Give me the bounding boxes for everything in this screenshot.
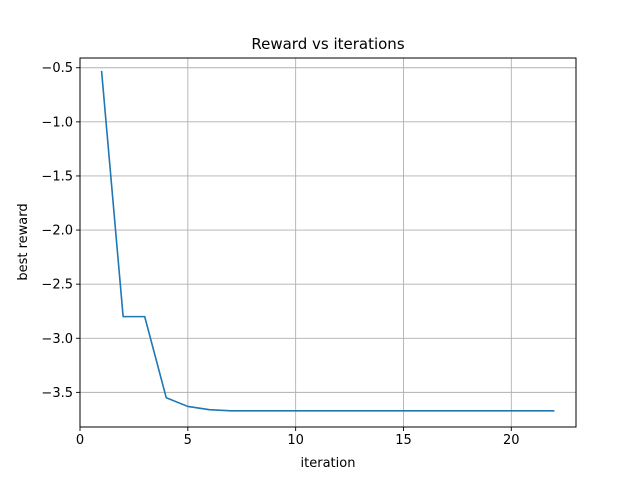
y-tick-label: −2.0 xyxy=(41,224,73,239)
x-tick-label: 0 xyxy=(76,433,84,448)
plot-frame xyxy=(79,57,577,428)
x-tick-label: 10 xyxy=(287,433,304,448)
tick-layer: 0 5 10 15 20 −0.5 −1.0 −1.5 −2.0 −2.5 −3.0 −3.5 xyxy=(41,61,519,448)
y-tick-label: −1.5 xyxy=(41,169,73,184)
x-tick-label: 20 xyxy=(503,433,520,448)
x-tick-label: 15 xyxy=(395,433,412,448)
chart-title: Reward vs iterations xyxy=(251,35,404,53)
series-layer xyxy=(100,70,555,412)
y-tick-label: −0.5 xyxy=(41,61,73,76)
y-tick-label: −2.5 xyxy=(41,278,73,293)
grid-layer xyxy=(79,58,576,427)
series-line xyxy=(100,70,555,412)
y-tick-label: −3.5 xyxy=(41,386,73,401)
y-tick-label: −3.0 xyxy=(41,332,73,347)
y-axis-title: best reward xyxy=(16,203,31,280)
x-tick-label: 5 xyxy=(184,433,192,448)
x-axis-title: iteration xyxy=(301,456,356,471)
y-tick-label: −1.0 xyxy=(41,115,73,130)
